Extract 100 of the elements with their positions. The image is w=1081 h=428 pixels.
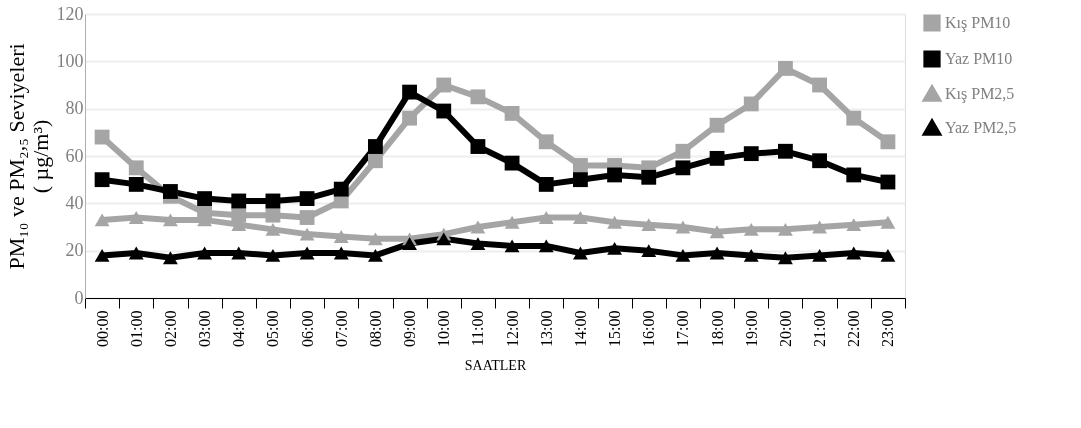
- point: [675, 220, 691, 234]
- x-tick-label: 17:00: [674, 310, 692, 347]
- x-tick-label: 15:00: [606, 310, 624, 347]
- x-tick-label: 10:00: [435, 310, 453, 347]
- point: [675, 248, 691, 262]
- point: [265, 222, 281, 236]
- point: [197, 246, 212, 260]
- point: [504, 215, 520, 229]
- point: [675, 143, 691, 159]
- text: ( µg/m³): [27, 119, 53, 194]
- legend-label: Kış PM2,5: [945, 85, 1015, 103]
- point: [299, 227, 315, 241]
- point: [846, 110, 862, 126]
- point: [368, 232, 383, 246]
- point: [402, 237, 417, 250]
- point: [299, 191, 315, 207]
- point: [470, 89, 486, 105]
- point: [812, 153, 827, 169]
- point: [709, 225, 725, 239]
- point: [504, 155, 520, 171]
- x-tick-label: 14:00: [571, 310, 589, 347]
- x-tick-label: 19:00: [742, 310, 760, 347]
- point: [880, 248, 896, 262]
- x-tick-label: 03:00: [196, 310, 214, 347]
- x-tick-label: 09:00: [401, 310, 419, 347]
- point: [163, 184, 178, 199]
- point: [470, 220, 486, 234]
- point: [368, 248, 383, 262]
- point: [333, 181, 349, 197]
- x-tick-label: 13:00: [537, 310, 555, 347]
- point: [743, 96, 759, 112]
- point: [812, 77, 827, 93]
- point: [812, 220, 827, 234]
- x-tick-label: 04:00: [230, 310, 248, 347]
- point: [573, 172, 588, 188]
- x-tick-label: 08:00: [366, 310, 384, 347]
- point: [333, 230, 349, 243]
- x-tick-label: 06:00: [298, 310, 316, 347]
- y-tick-label: 20: [65, 240, 84, 261]
- point: [846, 167, 862, 183]
- x-tick-label: 02:00: [161, 310, 179, 347]
- point: [436, 77, 452, 93]
- x-tick-label: 00:00: [93, 310, 111, 347]
- point: [573, 246, 588, 260]
- point: [231, 246, 247, 260]
- point: [709, 246, 725, 260]
- x-tick-label: 21:00: [811, 310, 829, 347]
- point: [607, 167, 622, 183]
- x-axis-title: SAATLER: [464, 357, 527, 373]
- x-tick-label: 12:00: [503, 310, 521, 347]
- y-tick-label: 100: [56, 50, 84, 71]
- x-tick-label: 05:00: [264, 310, 282, 347]
- point: [94, 248, 110, 262]
- x-tick-label: 07:00: [332, 310, 350, 347]
- point: [368, 153, 383, 169]
- point: [436, 103, 452, 119]
- point: [573, 158, 588, 173]
- y-tick-label: 80: [65, 98, 84, 119]
- point: [128, 160, 144, 176]
- point: [812, 248, 827, 262]
- point: [436, 232, 452, 246]
- point: [709, 150, 725, 166]
- point: [470, 139, 486, 154]
- point: [778, 251, 793, 265]
- point: [265, 248, 281, 262]
- point: [641, 218, 657, 232]
- y-tick-label: 120: [56, 3, 84, 24]
- point: [675, 160, 691, 176]
- legend-label: Yaz PM2,5: [945, 119, 1017, 136]
- x-tick-label: 22:00: [845, 310, 863, 347]
- point: [265, 207, 281, 223]
- point: [538, 239, 554, 253]
- point: [538, 176, 554, 192]
- x-tick-label: 23:00: [879, 310, 897, 347]
- point: [778, 222, 793, 236]
- text: PM₁₀ ve PM₂,₅ Seviyeleri: [3, 43, 29, 270]
- point: [402, 110, 417, 126]
- legend-label: Yaz PM10: [945, 50, 1013, 67]
- point: [538, 211, 554, 224]
- point: [470, 237, 486, 250]
- point: [299, 210, 315, 225]
- point: [641, 169, 657, 185]
- point: [402, 84, 417, 100]
- point: [880, 215, 896, 229]
- point: [709, 117, 725, 133]
- point: [368, 139, 383, 154]
- point: [607, 215, 622, 229]
- point: [846, 246, 862, 260]
- point: [128, 176, 144, 192]
- point: [504, 239, 520, 253]
- x-tick-label: 16:00: [640, 310, 658, 347]
- y-tick-label: 40: [65, 192, 84, 213]
- point: [607, 241, 622, 255]
- x-tick-label: 18:00: [708, 310, 726, 347]
- point: [743, 146, 759, 162]
- point: [94, 172, 110, 188]
- point: [299, 246, 315, 260]
- point: [743, 222, 759, 236]
- y-tick-label: 60: [65, 145, 84, 166]
- legend-label: Kış PM10: [945, 14, 1011, 32]
